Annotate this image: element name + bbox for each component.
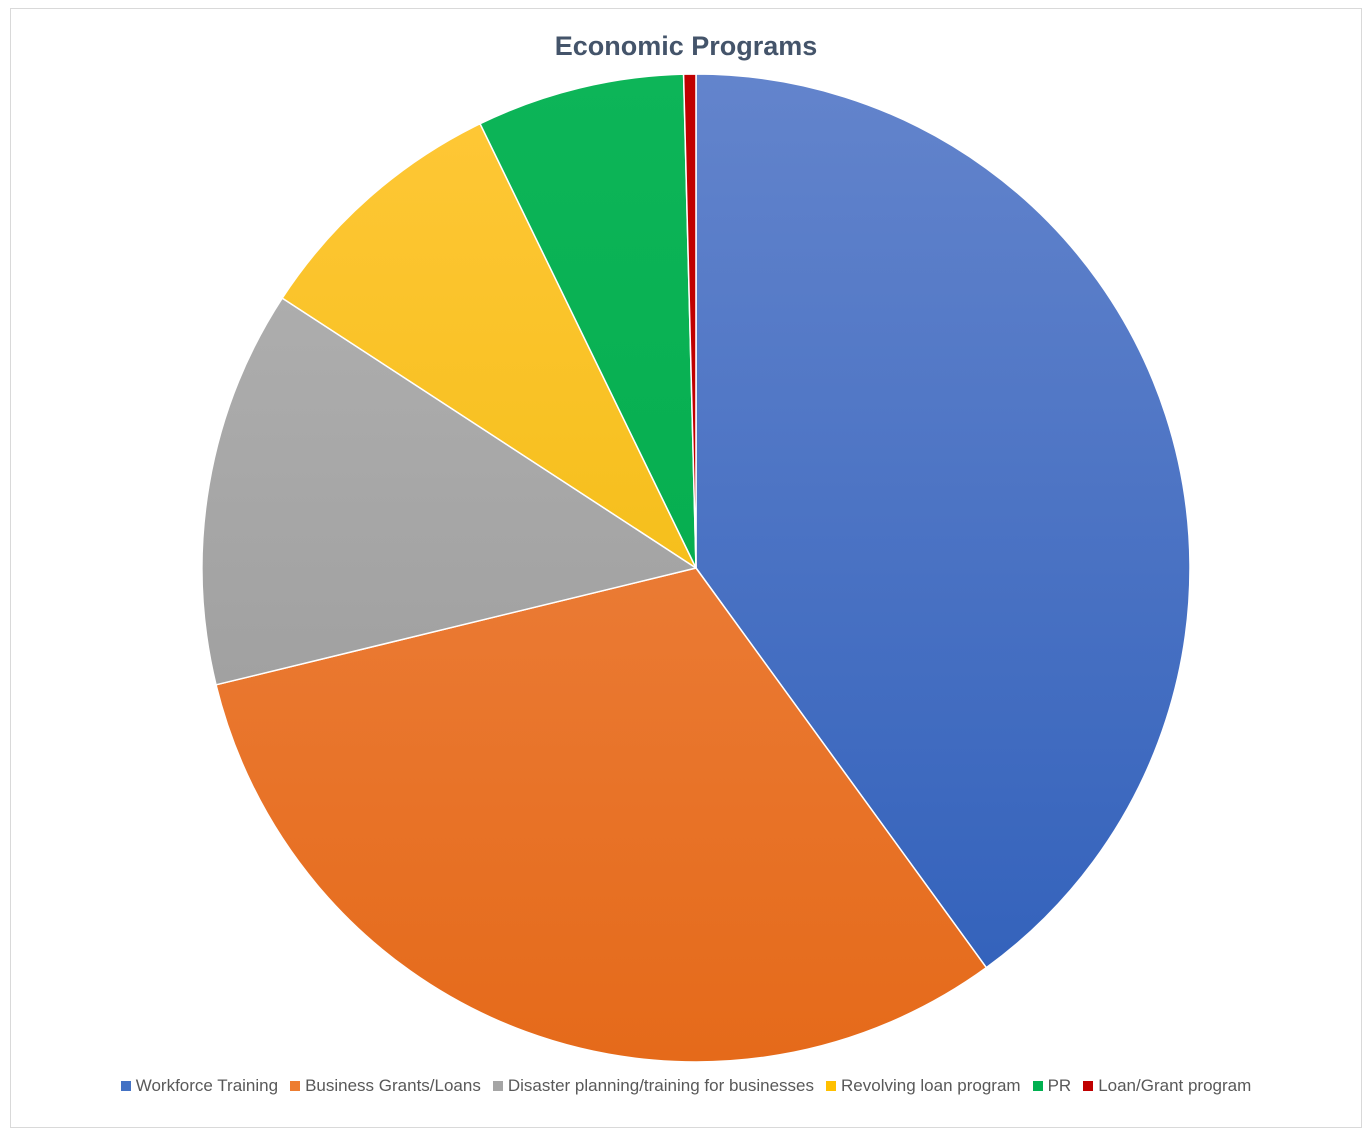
legend-label: PR: [1047, 1076, 1072, 1095]
pie-slice-pr: [479, 73, 697, 569]
pie-slice-loan-grant-program: [682, 73, 697, 569]
pie-slice-disaster-planning-training-for-businesses: [201, 297, 697, 686]
legend-swatch: [290, 1081, 301, 1091]
legend-swatch: [1032, 1081, 1043, 1091]
legend-swatch: [492, 1081, 503, 1091]
pie-chart: [201, 73, 1191, 1063]
legend-item: Workforce Training: [120, 1075, 279, 1097]
legend-label: Business Grants/Loans: [305, 1076, 481, 1095]
legend-swatch: [120, 1081, 131, 1091]
legend-item: Disaster planning/training for businesse…: [492, 1075, 815, 1097]
chart-legend: Workforce Training Business Grants/Loans D…: [0, 1075, 1372, 1097]
legend-item: PR: [1032, 1075, 1072, 1097]
pie-slice-workforce-training: [695, 73, 1191, 969]
legend-item: Loan/Grant program: [1083, 1075, 1251, 1097]
legend-label: Workforce Training: [135, 1076, 279, 1095]
legend-item: Revolving loan program: [826, 1075, 1021, 1097]
legend-label: Loan/Grant program: [1098, 1076, 1252, 1095]
legend-swatch: [826, 1081, 837, 1091]
chart-title: Economic Programs: [554, 31, 818, 61]
legend-swatch: [1083, 1081, 1094, 1091]
legend-item: Business Grants/Loans: [290, 1075, 481, 1097]
pie-slice-revolving-loan-program: [281, 122, 697, 569]
pie-slice-business-grants-loans: [215, 567, 988, 1063]
legend-label: Disaster planning/training for businesse…: [507, 1076, 815, 1095]
legend-label: Revolving loan program: [841, 1076, 1021, 1095]
